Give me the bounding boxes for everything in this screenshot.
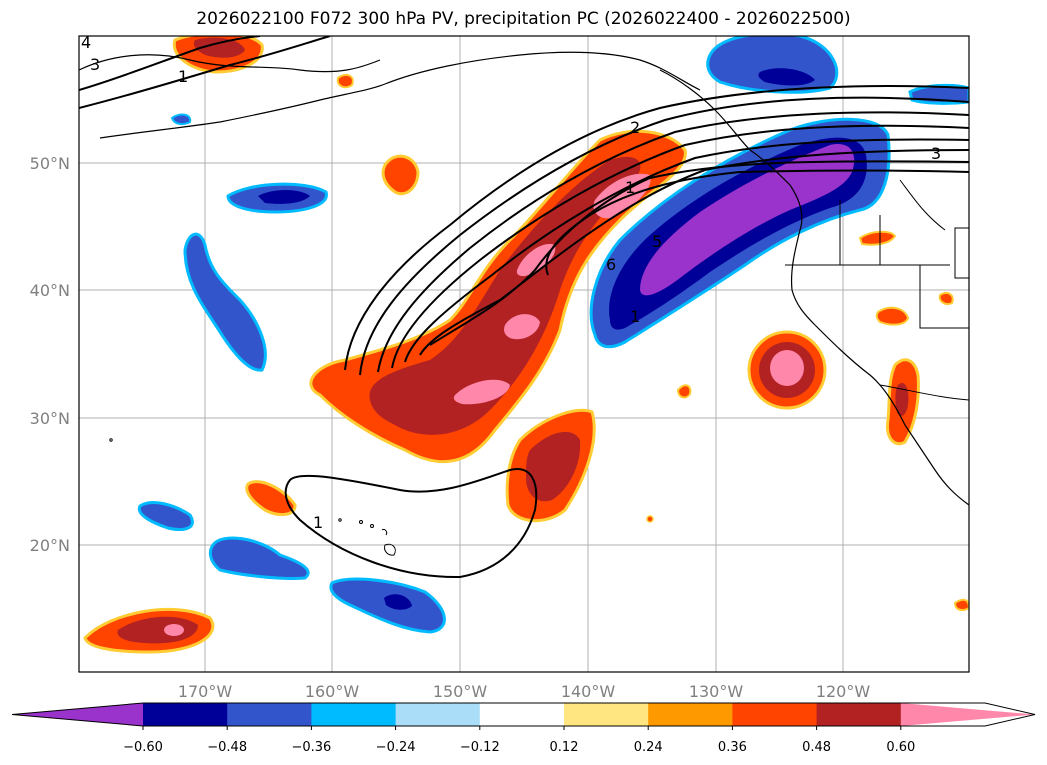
lon-label: 130°W	[689, 682, 744, 701]
latitude-labels: 50°N 40°N 30°N 20°N	[30, 154, 70, 555]
political-borders	[785, 179, 969, 401]
colorbar-cells	[12, 703, 1035, 726]
contour-label: 6	[606, 255, 616, 274]
islands	[109, 438, 396, 556]
colorbar-tick-label: −0.12	[460, 740, 500, 755]
colorbar-cell	[311, 703, 397, 726]
colorbar-tick-label: −0.48	[207, 740, 247, 755]
lon-label: 150°W	[433, 682, 488, 701]
colorbar-cell	[143, 703, 228, 726]
lon-label: 140°W	[561, 682, 616, 701]
contour-label: 3	[931, 144, 941, 163]
colorbar-tick-label: 0.36	[718, 740, 747, 755]
colorbar-extend-high	[900, 703, 1035, 726]
lon-label: 170°W	[178, 682, 233, 701]
positive-anomaly-small	[83, 36, 969, 654]
colorbar-tick-label: 0.48	[802, 740, 831, 755]
colorbar-cell	[816, 703, 902, 726]
colorbar-extend-low	[12, 703, 143, 726]
lat-label: 20°N	[30, 536, 70, 555]
positive-anomaly-south	[505, 408, 596, 523]
colorbar-cell	[395, 703, 481, 726]
negative-anomaly-small	[137, 113, 446, 634]
positive-anomaly-offshore	[747, 330, 827, 410]
colorbar-cell	[227, 703, 312, 726]
contour-label: 2	[630, 118, 640, 137]
pv-contours	[79, 36, 969, 579]
map-plot-area: 3 1 2 1 5 6 1 3 4 1	[79, 33, 969, 672]
colorbar-tick-label: −0.36	[291, 740, 331, 755]
longitude-labels: 170°W 160°W 150°W 140°W 130°W 120°W	[178, 682, 871, 701]
contour-label: 4	[81, 33, 91, 52]
lat-label: 30°N	[30, 409, 70, 428]
colorbar-tick-label: −0.24	[376, 740, 416, 755]
positive-anomaly-coast	[885, 358, 920, 446]
colorbar-tick-label: −0.60	[123, 740, 163, 755]
colorbar-cell	[479, 703, 565, 726]
contour-label: 3	[90, 55, 100, 74]
lat-label: 40°N	[30, 281, 70, 300]
contour-label: 1	[625, 178, 635, 197]
colorbar: −0.60 −0.48 −0.36 −0.24 −0.12 0.12 0.24 0.36 0.4…	[11, 702, 1036, 755]
colorbar-cell	[732, 703, 818, 726]
colorbar-ticks: −0.60 −0.48 −0.36 −0.24 −0.12 0.12 0.24 0.36 0.4…	[123, 726, 915, 755]
colorbar-cell	[564, 703, 649, 726]
colorbar-cell	[648, 703, 733, 726]
colorbar-tick-label: 0.24	[634, 740, 663, 755]
contour-labels: 3 1 2 1 5 6 1 3 4 1	[81, 33, 941, 532]
contour-label: 1	[313, 513, 323, 532]
contour-label: 1	[178, 67, 188, 86]
contour-label: 1	[630, 307, 640, 326]
negative-anomaly-main-band	[589, 117, 891, 349]
map-title: 2026022100 F072 300 hPa PV, precipitatio…	[196, 9, 851, 29]
colorbar-tick-label: 0.60	[886, 740, 915, 755]
contour-label: 5	[652, 232, 662, 251]
colorbar-tick-label: 0.12	[550, 740, 579, 755]
lon-label: 120°W	[816, 682, 871, 701]
lat-label: 50°N	[30, 154, 70, 173]
lon-label: 160°W	[305, 682, 360, 701]
map-frame	[78, 35, 970, 673]
